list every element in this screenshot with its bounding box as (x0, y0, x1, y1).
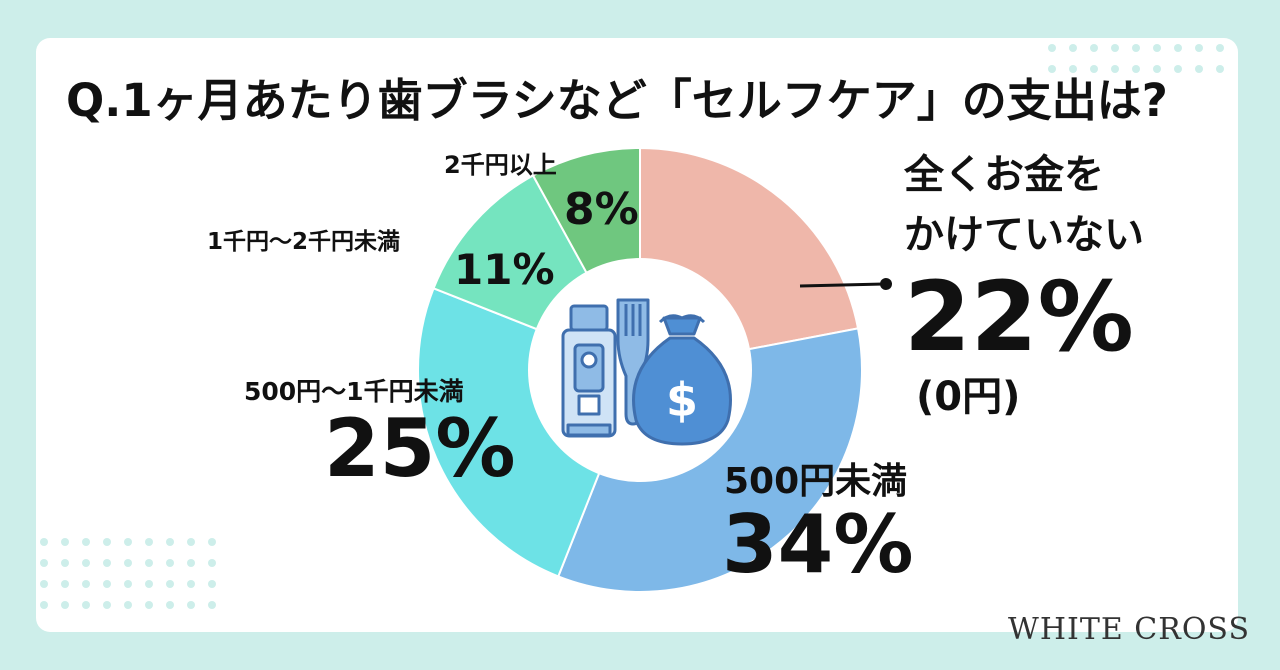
decorative-dot (166, 559, 174, 567)
decorative-dot (1132, 65, 1140, 73)
decorative-dot (1174, 65, 1182, 73)
decorative-dot (187, 559, 195, 567)
decorative-dot (166, 538, 174, 546)
chart-title: Q.1ヶ月あたり歯ブラシなど「セルフケア」の支出は? (66, 74, 1168, 127)
decorative-dot (1195, 44, 1203, 52)
decorative-dot (1090, 65, 1098, 73)
slice-label-0: 全くお金を かけていない (904, 145, 1144, 265)
slice-value-2: 25% (324, 402, 516, 495)
decorative-dot (1195, 65, 1203, 73)
decorative-dot (124, 580, 132, 588)
decorative-dot (82, 559, 90, 567)
leader-line (799, 282, 885, 288)
toothpaste-icon (561, 304, 617, 438)
decorative-dot (1153, 44, 1161, 52)
slice-value-4: 8% (564, 184, 639, 235)
decorative-dot (1111, 44, 1119, 52)
decorative-dot (145, 601, 153, 609)
decorative-dot (82, 580, 90, 588)
decorative-dot (40, 580, 48, 588)
slice-value-0: 22% (904, 261, 1134, 373)
decorative-dot (124, 538, 132, 546)
decorative-dot (208, 601, 216, 609)
decorative-dot (1132, 44, 1140, 52)
decorative-dot (145, 580, 153, 588)
decorative-dot (40, 601, 48, 609)
decorative-dot (124, 559, 132, 567)
decorative-dot (187, 580, 195, 588)
slice-label-0-line-1: 全くお金を (904, 152, 1104, 198)
decorative-dot (1216, 44, 1224, 52)
decorative-dot (1069, 44, 1077, 52)
slice-value-3: 11% (454, 245, 555, 294)
leader-dot (880, 278, 892, 290)
decorative-dot (208, 559, 216, 567)
decorative-dot (145, 538, 153, 546)
decorative-dot (124, 601, 132, 609)
decorative-dot (61, 559, 69, 567)
decorative-dot (82, 601, 90, 609)
decorative-dot (208, 538, 216, 546)
decorative-dot (187, 538, 195, 546)
decorative-dot (1153, 65, 1161, 73)
decorative-dot (1090, 44, 1098, 52)
decorative-dot (61, 580, 69, 588)
decorative-dot (40, 538, 48, 546)
decorative-dot (61, 538, 69, 546)
brand-logo: WHITE CROSS (1007, 612, 1250, 647)
decorative-dot (166, 601, 174, 609)
slice-value-1: 34% (722, 498, 914, 591)
decorative-dot (103, 559, 111, 567)
decorative-dot (103, 601, 111, 609)
slice-label-0-line-2: かけていない (904, 212, 1144, 258)
slice-label-1: 500円未満 (724, 461, 908, 502)
decorative-dot (1216, 65, 1224, 73)
decorative-dot (166, 580, 174, 588)
svg-text:$: $ (666, 373, 698, 427)
decorative-dot (61, 601, 69, 609)
money-bag-icon: $ (632, 314, 732, 446)
decorative-dot (1069, 65, 1077, 73)
decorative-dot (103, 580, 111, 588)
decorative-dot (1111, 65, 1119, 73)
slice-sublabel-0: (0円) (916, 374, 1021, 420)
decorative-dot (145, 559, 153, 567)
slice-label-2: 500円〜1千円未満 (244, 377, 464, 406)
decorative-dot (103, 538, 111, 546)
slice-label-3: 1千円〜2千円未満 (207, 229, 401, 255)
decorative-dot (187, 601, 195, 609)
decorative-dot (1174, 44, 1182, 52)
slice-label-4: 2千円以上 (444, 151, 557, 179)
decorative-dot (82, 538, 90, 546)
decorative-dot (40, 559, 48, 567)
decorative-dot (1048, 65, 1056, 73)
decorative-dot (208, 580, 216, 588)
decorative-dot (1048, 44, 1056, 52)
